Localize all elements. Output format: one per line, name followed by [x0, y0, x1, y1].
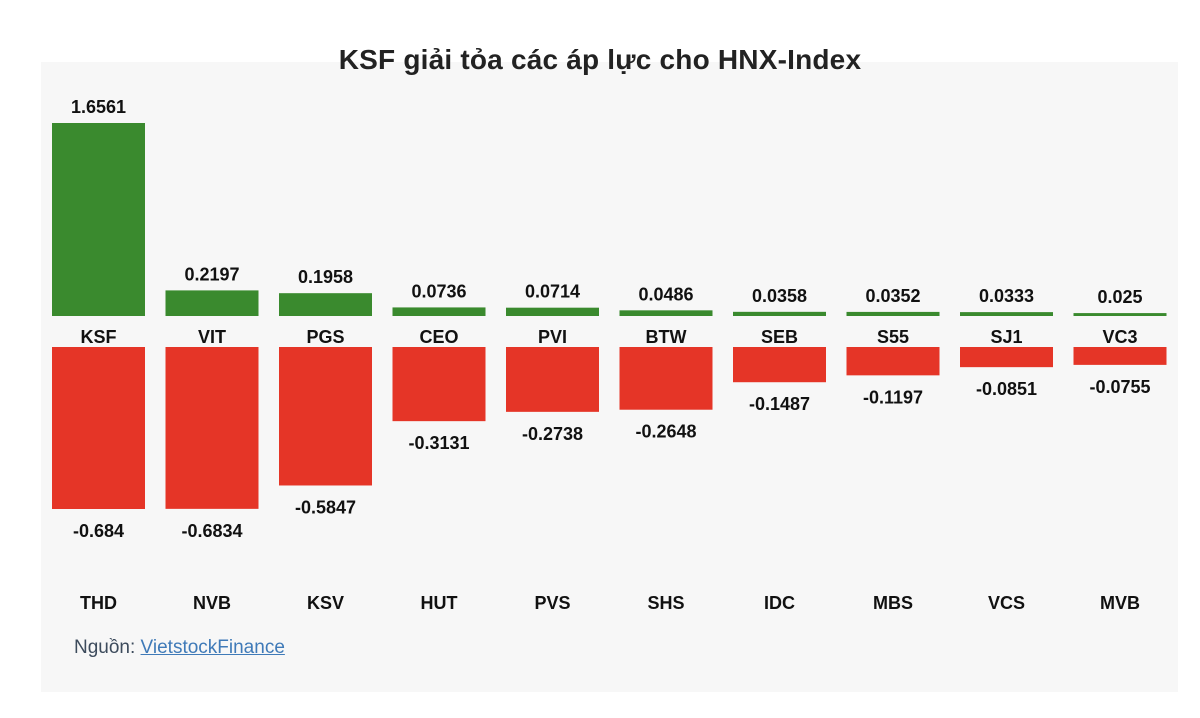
positive-value-label: 0.2197: [184, 264, 239, 284]
negative-category-label: THD: [80, 593, 117, 613]
negative-value-label: -0.0851: [976, 379, 1037, 399]
positive-category-label: SEB: [761, 327, 798, 347]
negative-bar-shs: [619, 347, 713, 410]
negative-category-label: IDC: [764, 593, 795, 613]
negative-bar-idc: [733, 347, 826, 383]
positive-category-label: PGS: [306, 327, 344, 347]
negative-value-label: -0.3131: [408, 433, 469, 453]
positive-category-label: SJ1: [990, 327, 1022, 347]
negative-category-label: MVB: [1100, 593, 1140, 613]
positive-category-label: VC3: [1102, 327, 1137, 347]
negative-value-label: -0.684: [73, 521, 124, 541]
positive-category-label: VIT: [198, 327, 226, 347]
positive-value-label: 0.0333: [979, 286, 1034, 306]
positive-value-label: 0.0714: [525, 282, 580, 302]
negative-value-label: -0.0755: [1089, 377, 1150, 397]
positive-bar-seb: [733, 311, 826, 316]
source-link[interactable]: VietstockFinance: [140, 637, 285, 658]
negative-bar-nvb: [165, 347, 259, 509]
positive-bar-vc3: [1073, 313, 1167, 316]
source-note: Nguồn: VietstockFinance: [74, 637, 285, 659]
negative-bar-vcs: [960, 347, 1053, 368]
chart-title: KSF giải tỏa các áp lực cho HNX-Index: [338, 44, 862, 75]
positive-bar-ksf: [52, 123, 145, 316]
negative-category-label: SHS: [647, 593, 684, 613]
positive-value-label: 0.0736: [411, 281, 466, 301]
positive-category-label: BTW: [646, 327, 687, 347]
positive-bars: [52, 123, 1167, 316]
negative-category-label: NVB: [193, 593, 231, 613]
positive-value-label: 0.0352: [865, 286, 920, 306]
negative-bar-mbs: [846, 347, 940, 376]
negative-bar-mvb: [1073, 347, 1167, 365]
positive-category-label: KSF: [81, 327, 117, 347]
positive-value-label: 0.0486: [638, 284, 693, 304]
positive-bar-vit: [165, 290, 259, 316]
negative-bar-hut: [392, 347, 486, 422]
bar-labels: 1.6561 KSF 0.2197 VIT 0.1958 PGS 0.0736 CEO 0.07…: [71, 97, 1151, 613]
negative-category-label: PVS: [534, 593, 570, 613]
source-label: Nguồn:: [74, 637, 141, 658]
positive-value-label: 1.6561: [71, 97, 126, 117]
positive-bar-s55: [846, 311, 940, 316]
negative-bar-pvs: [506, 347, 599, 412]
negative-bars: [52, 347, 1167, 509]
positive-category-label: CEO: [419, 327, 458, 347]
positive-bar-pvi: [506, 307, 599, 316]
negative-category-label: HUT: [421, 593, 458, 613]
positive-bar-sj1: [960, 312, 1053, 316]
positive-value-label: 0.1958: [298, 267, 353, 287]
positive-value-label: 0.025: [1097, 287, 1142, 307]
negative-category-label: MBS: [873, 593, 913, 613]
positive-bar-pgs: [279, 293, 372, 316]
negative-value-label: -0.1487: [749, 394, 810, 414]
positive-category-label: S55: [877, 327, 909, 347]
positive-value-label: 0.0358: [752, 286, 807, 306]
negative-category-label: KSV: [307, 593, 344, 613]
negative-value-label: -0.2648: [635, 422, 696, 442]
negative-value-label: -0.5847: [295, 497, 356, 517]
negative-value-label: -0.2738: [522, 424, 583, 444]
negative-value-label: -0.1197: [863, 387, 923, 407]
positive-bar-ceo: [392, 307, 486, 316]
negative-bar-ksv: [279, 347, 372, 486]
negative-value-label: -0.6834: [181, 521, 242, 541]
negative-bar-thd: [52, 347, 145, 509]
negative-category-label: VCS: [988, 593, 1025, 613]
positive-bar-btw: [619, 310, 713, 316]
positive-category-label: PVI: [538, 327, 567, 347]
